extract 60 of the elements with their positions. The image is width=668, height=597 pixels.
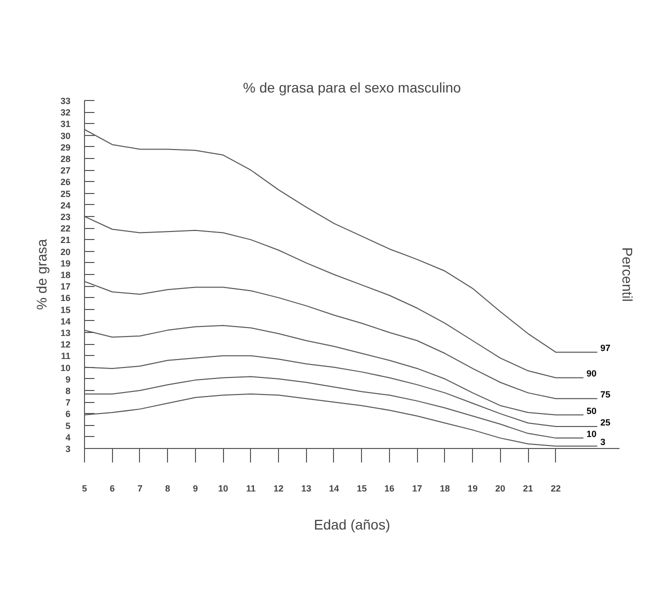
y-tick-label: 23 (60, 212, 71, 222)
x-tick-label: 12 (274, 484, 284, 494)
x-tick-label: 10 (218, 484, 228, 494)
y-tick-label: 13 (60, 328, 71, 338)
x-tick-label: 17 (412, 484, 422, 494)
y-tick-label: 3 (65, 444, 71, 454)
series-label: 25 (600, 417, 610, 428)
y-tick-label: 10 (60, 362, 71, 373)
chart-title: % de grasa para el sexo masculino (243, 80, 462, 96)
x-tick-label: 7 (137, 484, 142, 494)
x-tick-label: 18 (440, 484, 450, 494)
x-tick-label: 20 (495, 484, 506, 494)
x-tick-label: 16 (384, 484, 394, 494)
y2-axis-title: Percentil (620, 247, 636, 302)
y-tick-label: 7 (65, 398, 71, 408)
series-label: 75 (600, 390, 610, 400)
y-tick-label: 18 (60, 270, 71, 280)
y-tick-label: 33 (60, 96, 71, 106)
y-axis-title: % de grasa (33, 238, 50, 310)
y-tick-label: 30 (60, 130, 71, 141)
y-tick-label: 12 (60, 340, 71, 350)
y-tick-label: 26 (60, 177, 71, 188)
series-label: 90 (586, 368, 596, 379)
x-tick-label: 11 (246, 484, 256, 494)
y-tick-label: 4 (65, 432, 71, 442)
x-axis-title: Edad (años) (314, 516, 390, 532)
x-tick-label: 14 (328, 484, 339, 494)
y-tick-label: 20 (60, 246, 71, 257)
x-tick-label: 22 (550, 484, 561, 494)
x-tick-label: 6 (110, 484, 115, 494)
y-tick-label: 24 (60, 200, 71, 210)
x-tick-label: 9 (192, 484, 198, 494)
y-tick-label: 8 (65, 386, 71, 396)
series-label: 3 (600, 437, 606, 448)
x-tick-label: 19 (468, 484, 478, 494)
y-tick-label: 28 (60, 154, 71, 164)
x-tick-label: 13 (301, 484, 312, 494)
series-label: 97 (600, 343, 610, 354)
y-tick-label: 31 (60, 119, 71, 130)
y-tick-label: 19 (60, 258, 71, 268)
y-tick-label: 5 (65, 420, 71, 431)
y-tick-label: 25 (60, 188, 71, 199)
y-tick-label: 22 (60, 224, 71, 234)
y-tick-label: 15 (60, 304, 71, 315)
x-tick-label: 15 (356, 484, 367, 494)
x-tick-label: 21 (523, 484, 534, 494)
y-tick-label: 9 (65, 374, 71, 384)
y-tick-label: 6 (65, 409, 71, 420)
y-tick-label: 16 (60, 293, 71, 304)
y-tick-label: 11 (60, 351, 70, 362)
series-label: 50 (586, 406, 596, 416)
y-tick-label: 14 (60, 316, 71, 326)
y-tick-label: 32 (60, 108, 71, 118)
y-tick-label: 27 (60, 166, 71, 176)
y-tick-label: 17 (60, 282, 71, 292)
x-tick-label: 8 (165, 484, 170, 494)
y-tick-label: 21 (60, 235, 71, 246)
series-label: 10 (586, 429, 596, 440)
x-tick-label: 5 (82, 484, 88, 494)
y-tick-label: 29 (60, 142, 71, 152)
